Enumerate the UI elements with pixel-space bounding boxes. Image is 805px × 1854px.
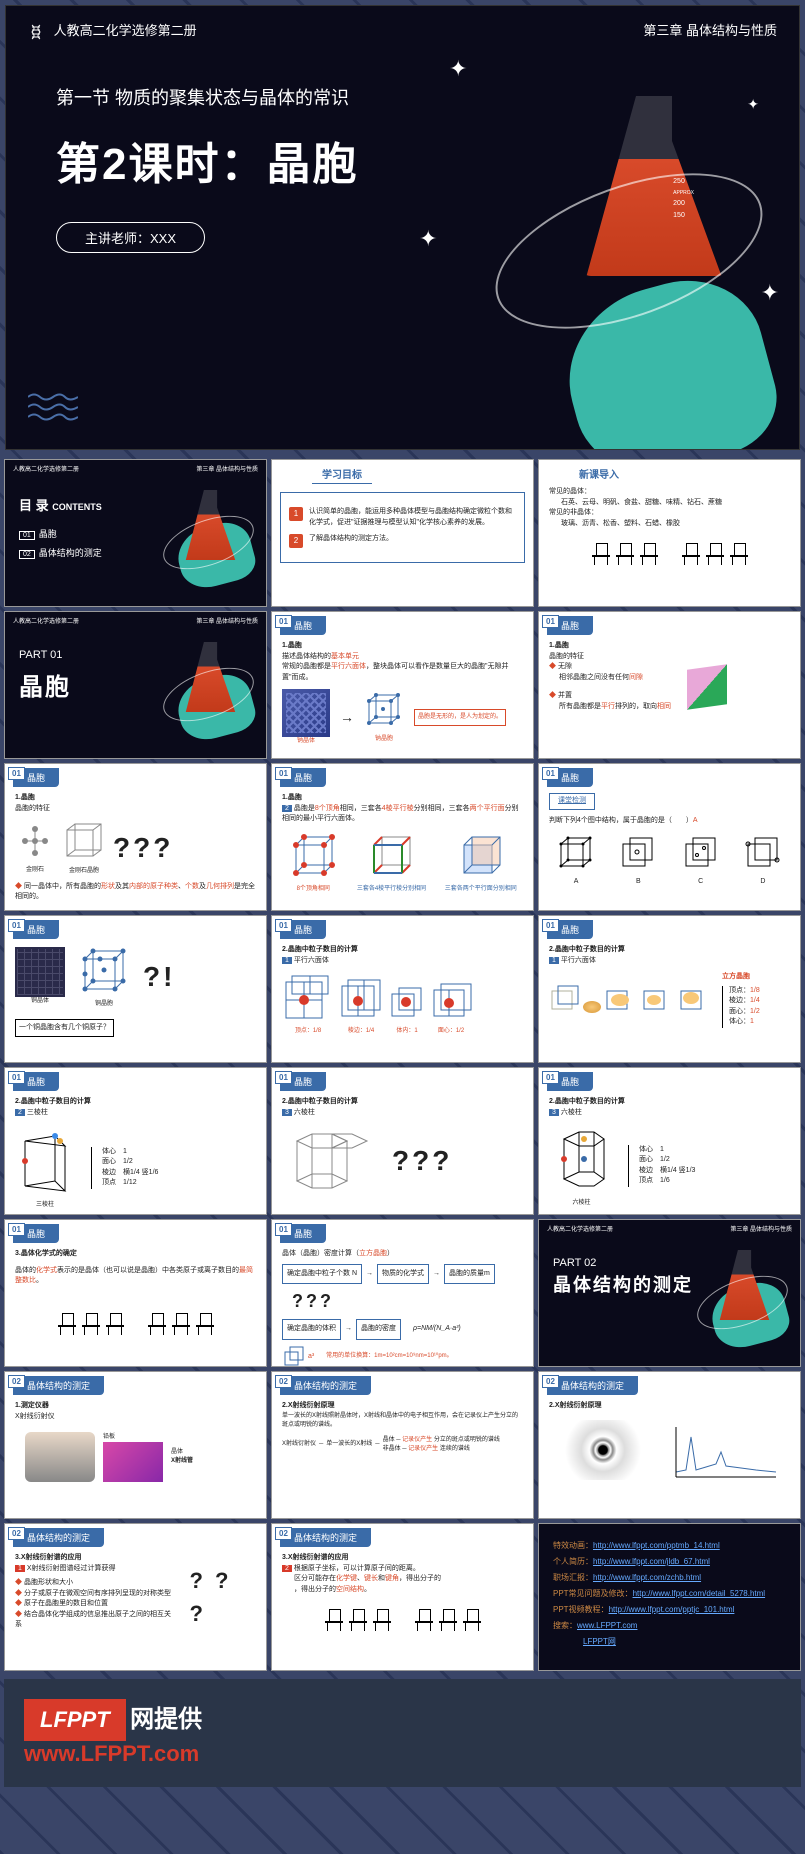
slide-intro[interactable]: 新课导入 常见的晶体： 石英、云母、明矾、食盐、甜糖、味精、钻石、蔗糖 常见的非…	[538, 459, 801, 607]
link-3[interactable]: http://www.lfppt.com/zchb.html	[593, 1573, 701, 1582]
link-6[interactable]: www.LFPPT.com	[577, 1621, 637, 1630]
footer-url[interactable]: www.LFPPT.com	[24, 1741, 202, 1767]
chairs-decoration	[539, 543, 800, 565]
slide-calc-summary[interactable]: 01晶胞 2.晶胞中粒子数目的计算 1 平行六面体 立方晶胞 顶点：1/8 棱边…	[538, 915, 801, 1063]
lesson-title: 第2课时：晶胞	[56, 128, 799, 192]
question-marks: ???	[113, 827, 173, 869]
slide-formula[interactable]: 01晶胞 3.晶体化学式的确定 晶体的化学式表示的是晶体（也可以说是晶胞）中各类…	[4, 1219, 267, 1367]
footer: LFPPT 网提供 www.LFPPT.com	[4, 1679, 801, 1787]
slide-triprism[interactable]: 01晶胞 2.晶胞中粒子数目的计算 2 三棱柱 三棱柱 体心 1 面心 1/2 …	[4, 1067, 267, 1215]
slide-cell-shape[interactable]: 01晶胞 1.晶胞 2 晶胞是8个顶角相同，三套各4棱平行棱分别相同，三套各两个…	[271, 763, 534, 911]
slide-hexprism-q[interactable]: 01晶胞 2.晶胞中粒子数目的计算 3 六棱柱 ???	[271, 1067, 534, 1215]
slide-calc-cube[interactable]: 01晶胞 2.晶胞中粒子数目的计算 1 平行六面体 顶点：1/8 棱边：1/4 …	[271, 915, 534, 1063]
intro-title: 新课导入	[539, 460, 800, 481]
book-title: 人教高二化学选修第二册	[28, 20, 197, 40]
slide-xray-principle[interactable]: 02晶体结构的测定 2.X射线衍射原理 单一波长的X射线照射晶体时，X射线和晶体…	[271, 1371, 534, 1519]
dna-icon	[28, 24, 44, 40]
link-1[interactable]: http://www.lfppt.com/pptmb_14.html	[593, 1541, 720, 1550]
slide-links[interactable]: 特效动画：http://www.lfppt.com/pptmb_14.html …	[538, 1523, 801, 1671]
slide-cell-def[interactable]: 01晶胞 1.晶胞 描述晶体结构的基本单元 常规的晶胞都是平行六面体，整块晶体可…	[271, 611, 534, 759]
slide-instrument[interactable]: 02晶体结构的测定 1.测定仪器 X射线衍射仪 铅板 晶体 X射线管	[4, 1371, 267, 1519]
quiz-title: 课堂检测	[549, 793, 595, 810]
slide-xray-app2[interactable]: 02晶体结构的测定 3.X射线衍射谱的应用 2 根据原子坐标，可以计算原子间的距…	[271, 1523, 534, 1671]
slide-part2[interactable]: 人教高二化学选修第二册第三章 晶体结构与性质 PART 02 晶体结构的测定	[538, 1219, 801, 1367]
slide-toc[interactable]: 人教高二化学选修第二册第三章 晶体结构与性质 目 录 CONTENTS 01晶胞…	[4, 459, 267, 607]
slide-diamond[interactable]: 01晶胞 1.晶胞 晶胞的特征 金刚石 金刚石晶胞 ??? ◆ 同一晶体中，所有…	[4, 763, 267, 911]
slide-copper[interactable]: 01晶胞 铜晶体 铜晶胞 ?! 一个铜晶胞含有几个铜原子？	[4, 915, 267, 1063]
link-2[interactable]: http://www.lfppt.com/jldb_67.html	[593, 1557, 710, 1566]
slide-density[interactable]: 01晶胞 晶体（晶胞）密度计算（立方晶胞） 确定晶胞中粒子个数 N→ 物质的化学…	[271, 1219, 534, 1367]
slide-part1[interactable]: 人教高二化学选修第二册第三章 晶体结构与性质 PART 01 晶胞	[4, 611, 267, 759]
section-title: 第一节 物质的聚集状态与晶体的常识	[56, 84, 799, 110]
link-5[interactable]: http://www.lfppt.com/pptjc_101.html	[609, 1605, 735, 1614]
cube-icon	[687, 664, 727, 710]
slide-diffraction[interactable]: 02晶体结构的测定 2.X射线衍射原理	[538, 1371, 801, 1519]
slide-cell-features[interactable]: 01晶胞 1.晶胞 晶胞的特征 ◆ 无隙 相邻晶胞之间没有任何间隙 ◆ 并置 所…	[538, 611, 801, 759]
chapter-title: 第三章 晶体结构与性质	[643, 20, 777, 40]
wave-icon	[28, 392, 78, 427]
title-slide: 人教高二化学选修第二册 第三章 晶体结构与性质 第一节 物质的聚集状态与晶体的常…	[5, 5, 800, 450]
link-4[interactable]: http://www.lfppt.com/detail_5278.html	[633, 1589, 766, 1598]
slide-objectives[interactable]: 学习目标 1认识简单的晶胞，能运用多种晶体模型与晶胞结构确定微粒个数和化学式，促…	[271, 459, 534, 607]
link-7[interactable]: LFPPT网	[583, 1637, 616, 1646]
slide-xray-app1[interactable]: 02晶体结构的测定 3.X射线衍射谱的应用 1 X射线衍射图谱经过计算获得 ◆ …	[4, 1523, 267, 1671]
lfppt-logo: LFPPT	[24, 1699, 126, 1741]
link-list: 特效动画：http://www.lfppt.com/pptmb_14.html …	[539, 1524, 800, 1664]
slide-hexprism[interactable]: 01晶胞 2.晶胞中粒子数目的计算 3 六棱柱 六棱柱 体心 1 面心 1/2 …	[538, 1067, 801, 1215]
diffraction-pattern	[558, 1420, 648, 1480]
footer-text: 网提供	[130, 1706, 202, 1733]
teacher-pill: 主讲老师：XXX	[56, 222, 205, 253]
objectives-title: 学习目标	[312, 460, 372, 484]
xray-instrument	[25, 1432, 95, 1482]
slide-grid: 人教高二化学选修第二册第三章 晶体结构与性质 目 录 CONTENTS 01晶胞…	[0, 455, 805, 1675]
slide-quiz[interactable]: 01晶胞 课堂检测 判断下列4个图中结构，属于晶胞的是（ ）A A B C D	[538, 763, 801, 911]
